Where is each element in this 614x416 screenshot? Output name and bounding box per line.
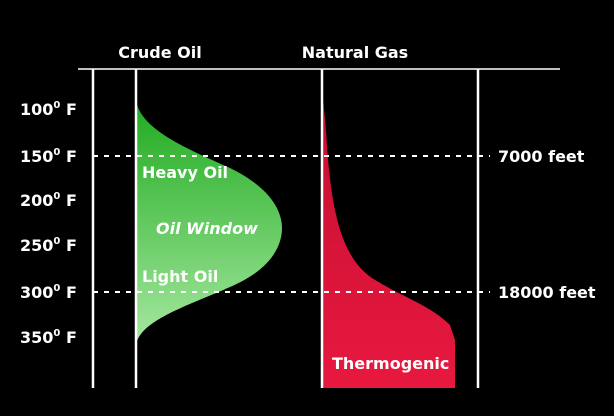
temperature-value: 300 xyxy=(20,283,53,302)
temperature-value: 200 xyxy=(20,191,53,210)
temperature-value: 100 xyxy=(20,100,53,119)
temperature-unit: F xyxy=(60,236,77,255)
thermogenic-label: Thermogenic xyxy=(332,354,449,373)
temperature-label: 3500 F xyxy=(20,328,77,347)
heavy-oil-label: Heavy Oil xyxy=(142,163,228,182)
depth-label-upper: 7000 feet xyxy=(498,147,585,166)
temperature-label: 3000 F xyxy=(20,283,77,302)
degree-superscript: 0 xyxy=(53,191,60,202)
temperature-value: 250 xyxy=(20,236,53,255)
light-oil-label: Light Oil xyxy=(142,267,218,286)
temperature-unit: F xyxy=(60,191,77,210)
temperature-value: 150 xyxy=(20,147,53,166)
degree-superscript: 0 xyxy=(53,100,60,111)
oil-window-label: Oil Window xyxy=(156,219,258,238)
temperature-label: 1000 F xyxy=(20,100,77,119)
natural-gas-shape xyxy=(322,88,455,388)
degree-superscript: 0 xyxy=(53,328,60,339)
temperature-unit: F xyxy=(60,328,77,347)
temperature-value: 350 xyxy=(20,328,53,347)
temperature-label: 2500 F xyxy=(20,236,77,255)
natural-gas-header: Natural Gas xyxy=(302,43,408,62)
degree-superscript: 0 xyxy=(53,147,60,158)
depth-label-lower: 18000 feet xyxy=(498,283,596,302)
temperature-unit: F xyxy=(60,147,77,166)
temperature-unit: F xyxy=(60,100,77,119)
crude-oil-header: Crude Oil xyxy=(118,43,201,62)
temperature-label: 2000 F xyxy=(20,191,77,210)
oil-window-shape xyxy=(136,100,282,345)
degree-superscript: 0 xyxy=(53,283,60,294)
degree-superscript: 0 xyxy=(53,236,60,247)
temperature-unit: F xyxy=(60,283,77,302)
temperature-label: 1500 F xyxy=(20,147,77,166)
